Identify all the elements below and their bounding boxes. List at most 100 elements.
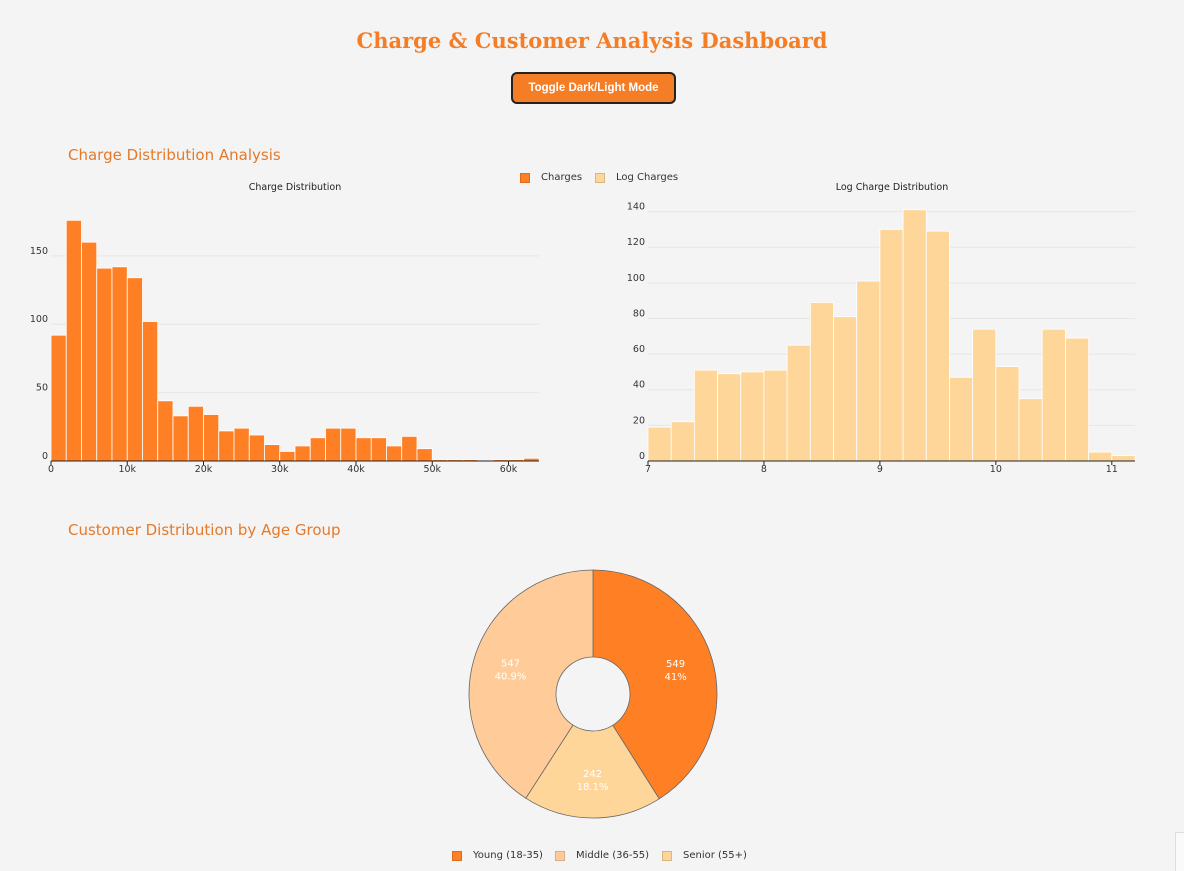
charges-section-title: Charge Distribution Analysis (68, 146, 281, 164)
histogram-bar (187, 405, 204, 462)
histogram-bar (111, 266, 128, 462)
histogram-bar (294, 445, 311, 462)
donut-slice (592, 569, 718, 800)
slice-percent-label: 41% (664, 672, 686, 683)
legend-label: Young (18-35) (473, 850, 543, 861)
y-tick-label: 50 (36, 383, 48, 394)
histogram-bar (370, 437, 387, 462)
histogram-charts: 0 50 100 150 0 10k 20k 30k 40k 50k 60k Charge Distr… (30, 182, 1136, 475)
histogram-bar (172, 415, 189, 462)
legend-label: Log Charges (616, 172, 679, 183)
histogram-bar (248, 434, 265, 462)
histogram-bar (879, 228, 904, 462)
donut: 549 41% 242 18.1% 547 40.9% (468, 569, 718, 819)
y-tick-label: 40 (633, 380, 645, 391)
slice-value-label: 242 (583, 769, 602, 780)
x-tick-label: 8 (761, 464, 767, 475)
histogram-bar (670, 421, 695, 462)
toggle-theme-button[interactable]: Toggle Dark/Light Mode (511, 72, 676, 104)
histogram-bar (386, 445, 403, 462)
slice-percent-label: 18.1% (577, 782, 609, 793)
age-section-title: Customer Distribution by Age Group (68, 521, 341, 539)
histogram-bar (786, 344, 811, 462)
legend-item-charges[interactable]: Charges (520, 172, 582, 183)
histogram-bar (949, 376, 974, 462)
legend-label: Charges (541, 172, 583, 183)
histogram-bar (309, 437, 326, 462)
y-tick-label: 100 (30, 314, 48, 325)
x-tick-label: 30k (271, 464, 289, 475)
legend-swatch-middle (555, 850, 565, 861)
slice-percent-label: 40.9% (495, 672, 527, 683)
histogram-bar (279, 451, 296, 462)
x-tick-label: 20k (195, 464, 213, 475)
histogram-bar (1041, 328, 1066, 462)
x-tick-label: 10k (118, 464, 136, 475)
x-tick-label: 11 (1106, 464, 1118, 475)
y-tick-label: 0 (42, 451, 48, 462)
subplot-title: Charge Distribution (249, 182, 342, 193)
y-tick-label: 140 (627, 202, 645, 213)
legend-swatch-charges (520, 172, 530, 183)
histogram-bar (218, 430, 235, 462)
histogram-bar (856, 280, 881, 462)
y-tick-label: 100 (627, 273, 645, 284)
x-tick-label: 60k (500, 464, 518, 475)
log-charges-histogram: 0 20 40 60 80 100 120 140 7 8 9 10 11 Log Charge Dist… (627, 182, 1136, 475)
histogram-bar (355, 437, 372, 462)
x-tick-label: 10 (990, 464, 1002, 475)
scrollbar-corner[interactable] (1175, 832, 1184, 871)
x-tick-label: 0 (48, 464, 54, 475)
histogram-bar (647, 426, 672, 462)
x-tick-label: 9 (877, 464, 883, 475)
histogram-bar (1065, 337, 1090, 462)
histogram-bar (203, 414, 220, 462)
histogram-bar (972, 328, 997, 462)
histogram-bar (126, 277, 143, 462)
y-tick-label: 120 (627, 237, 645, 248)
x-tick-label: 7 (645, 464, 651, 475)
histogram-bar (717, 373, 742, 462)
legend-label: Senior (55+) (683, 850, 747, 861)
legend-swatch-log-charges (595, 172, 605, 183)
y-tick-label: 80 (633, 308, 645, 319)
legend-label: Middle (36-55) (576, 850, 650, 861)
histogram-bar (157, 400, 174, 462)
histogram-bar (1111, 455, 1136, 462)
histogram-bar (233, 427, 250, 462)
histogram-bar (81, 241, 98, 462)
histogram-bar (96, 267, 113, 462)
donut-slice (468, 569, 594, 799)
y-tick-label: 60 (633, 344, 645, 355)
page-title: Charge & Customer Analysis Dashboard (356, 28, 828, 53)
slice-value-label: 547 (501, 659, 520, 670)
histogram-bar (809, 302, 834, 462)
legend-swatch-senior (662, 850, 672, 861)
histogram-bar (50, 334, 67, 462)
histogram-bar (340, 427, 357, 462)
legend-item-middle[interactable]: Middle (36-55) (555, 850, 649, 861)
histogram-bar (1018, 398, 1043, 462)
histogram-bar (833, 316, 858, 462)
histogram-bar (142, 321, 159, 462)
histogram-bar (264, 444, 281, 462)
histogram-bar (740, 371, 765, 462)
legend-item-young[interactable]: Young (18-35) (452, 850, 543, 861)
y-tick-label: 150 (30, 246, 48, 257)
legend-item-senior[interactable]: Senior (55+) (662, 850, 747, 861)
histogram-bar (1088, 451, 1113, 462)
charges-histogram: 0 50 100 150 0 10k 20k 30k 40k 50k 60k Charge Distr… (30, 182, 540, 475)
histogram-bar (693, 369, 718, 462)
x-tick-label: 40k (347, 464, 365, 475)
legend-swatch-young (452, 850, 462, 861)
histogram-bar (65, 219, 82, 462)
legend-item-log-charges[interactable]: Log Charges (595, 172, 678, 183)
x-tick-label: 50k (423, 464, 441, 475)
histogram-bar (325, 427, 342, 462)
histogram-bar (925, 230, 950, 462)
donut-slice (525, 724, 660, 819)
histogram-bar (995, 366, 1020, 462)
histogram-bar (401, 435, 418, 462)
histogram-bar (763, 369, 788, 462)
subplot-title: Log Charge Distribution (836, 182, 949, 193)
